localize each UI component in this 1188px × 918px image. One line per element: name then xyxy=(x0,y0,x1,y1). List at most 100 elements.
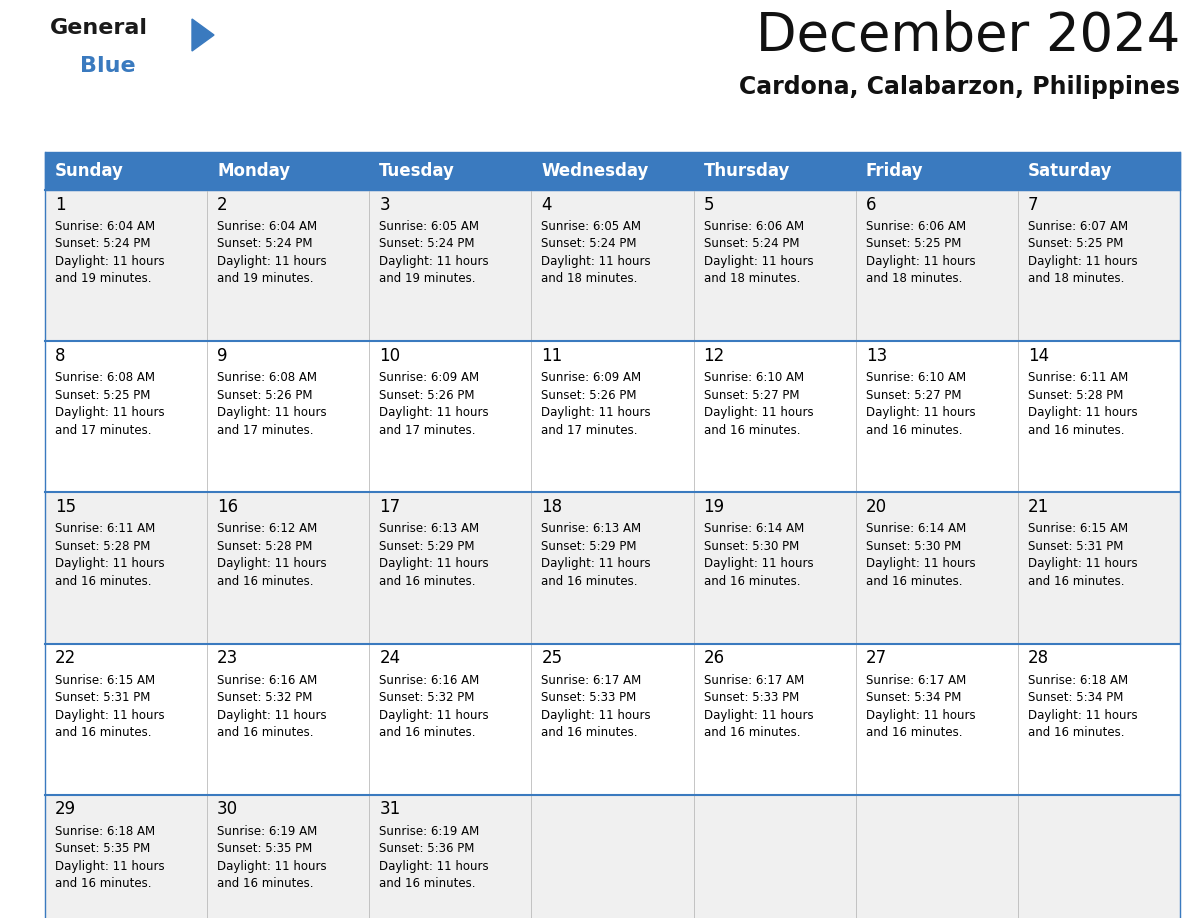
Text: and 16 minutes.: and 16 minutes. xyxy=(217,878,314,890)
Text: Sunset: 5:28 PM: Sunset: 5:28 PM xyxy=(1028,388,1123,402)
Text: and 19 minutes.: and 19 minutes. xyxy=(379,273,475,285)
Text: Sunrise: 6:14 AM: Sunrise: 6:14 AM xyxy=(866,522,966,535)
Text: Sunset: 5:25 PM: Sunset: 5:25 PM xyxy=(55,388,151,402)
Text: Sunset: 5:25 PM: Sunset: 5:25 PM xyxy=(866,238,961,251)
Text: Sunset: 5:34 PM: Sunset: 5:34 PM xyxy=(1028,691,1123,704)
Text: 16: 16 xyxy=(217,498,239,516)
Text: and 16 minutes.: and 16 minutes. xyxy=(55,878,152,890)
Text: 7: 7 xyxy=(1028,196,1038,214)
Text: Sunset: 5:30 PM: Sunset: 5:30 PM xyxy=(866,540,961,553)
Text: Blue: Blue xyxy=(80,56,135,76)
Text: Daylight: 11 hours: Daylight: 11 hours xyxy=(379,557,489,570)
Text: Sunrise: 6:10 AM: Sunrise: 6:10 AM xyxy=(866,371,966,385)
Text: 3: 3 xyxy=(379,196,390,214)
Text: Daylight: 11 hours: Daylight: 11 hours xyxy=(379,255,489,268)
Text: 1: 1 xyxy=(55,196,65,214)
Text: 23: 23 xyxy=(217,649,239,667)
Text: Sunset: 5:29 PM: Sunset: 5:29 PM xyxy=(542,540,637,553)
Text: and 18 minutes.: and 18 minutes. xyxy=(542,273,638,285)
Text: and 18 minutes.: and 18 minutes. xyxy=(1028,273,1124,285)
Text: Sunrise: 6:16 AM: Sunrise: 6:16 AM xyxy=(379,674,480,687)
Text: Sunset: 5:30 PM: Sunset: 5:30 PM xyxy=(703,540,798,553)
Text: 6: 6 xyxy=(866,196,877,214)
Text: Sunrise: 6:06 AM: Sunrise: 6:06 AM xyxy=(866,220,966,233)
Text: and 18 minutes.: and 18 minutes. xyxy=(703,273,800,285)
Text: 20: 20 xyxy=(866,498,886,516)
Text: and 17 minutes.: and 17 minutes. xyxy=(55,424,152,437)
Bar xyxy=(45,190,1180,341)
Text: and 16 minutes.: and 16 minutes. xyxy=(379,726,475,739)
Text: Sunset: 5:25 PM: Sunset: 5:25 PM xyxy=(1028,238,1123,251)
Text: Daylight: 11 hours: Daylight: 11 hours xyxy=(55,709,165,722)
Text: Daylight: 11 hours: Daylight: 11 hours xyxy=(866,709,975,722)
Text: Sunrise: 6:13 AM: Sunrise: 6:13 AM xyxy=(379,522,480,535)
Text: Sunrise: 6:15 AM: Sunrise: 6:15 AM xyxy=(55,674,156,687)
Text: Daylight: 11 hours: Daylight: 11 hours xyxy=(703,255,814,268)
Text: Daylight: 11 hours: Daylight: 11 hours xyxy=(542,709,651,722)
Text: Daylight: 11 hours: Daylight: 11 hours xyxy=(1028,406,1137,420)
Text: and 16 minutes.: and 16 minutes. xyxy=(1028,575,1124,588)
Text: 21: 21 xyxy=(1028,498,1049,516)
Text: and 16 minutes.: and 16 minutes. xyxy=(55,726,152,739)
Text: 26: 26 xyxy=(703,649,725,667)
Text: Sunset: 5:35 PM: Sunset: 5:35 PM xyxy=(217,843,312,856)
Text: General: General xyxy=(50,18,148,38)
Text: and 16 minutes.: and 16 minutes. xyxy=(55,575,152,588)
Text: and 17 minutes.: and 17 minutes. xyxy=(379,424,475,437)
Text: Sunday: Sunday xyxy=(55,162,124,180)
Text: Daylight: 11 hours: Daylight: 11 hours xyxy=(542,255,651,268)
Text: Sunset: 5:24 PM: Sunset: 5:24 PM xyxy=(703,238,800,251)
Text: Sunrise: 6:05 AM: Sunrise: 6:05 AM xyxy=(379,220,479,233)
Text: Thursday: Thursday xyxy=(703,162,790,180)
Text: Friday: Friday xyxy=(866,162,923,180)
Text: Sunrise: 6:09 AM: Sunrise: 6:09 AM xyxy=(542,371,642,385)
Text: 12: 12 xyxy=(703,347,725,364)
Text: and 16 minutes.: and 16 minutes. xyxy=(866,726,962,739)
Text: 13: 13 xyxy=(866,347,887,364)
Text: Daylight: 11 hours: Daylight: 11 hours xyxy=(55,406,165,420)
Text: Sunset: 5:26 PM: Sunset: 5:26 PM xyxy=(542,388,637,402)
Text: Daylight: 11 hours: Daylight: 11 hours xyxy=(866,557,975,570)
Text: and 16 minutes.: and 16 minutes. xyxy=(217,726,314,739)
Text: Sunrise: 6:08 AM: Sunrise: 6:08 AM xyxy=(55,371,154,385)
Text: Sunrise: 6:17 AM: Sunrise: 6:17 AM xyxy=(542,674,642,687)
Text: Sunrise: 6:17 AM: Sunrise: 6:17 AM xyxy=(866,674,966,687)
Text: Daylight: 11 hours: Daylight: 11 hours xyxy=(217,255,327,268)
Bar xyxy=(45,341,1180,492)
Text: Sunset: 5:24 PM: Sunset: 5:24 PM xyxy=(379,238,475,251)
Text: 8: 8 xyxy=(55,347,65,364)
Text: Daylight: 11 hours: Daylight: 11 hours xyxy=(217,406,327,420)
Text: 14: 14 xyxy=(1028,347,1049,364)
Text: Sunrise: 6:06 AM: Sunrise: 6:06 AM xyxy=(703,220,804,233)
Text: and 19 minutes.: and 19 minutes. xyxy=(55,273,152,285)
Text: 15: 15 xyxy=(55,498,76,516)
Text: Sunrise: 6:16 AM: Sunrise: 6:16 AM xyxy=(217,674,317,687)
Bar xyxy=(45,644,1180,795)
Text: Sunrise: 6:10 AM: Sunrise: 6:10 AM xyxy=(703,371,804,385)
Text: Daylight: 11 hours: Daylight: 11 hours xyxy=(217,860,327,873)
Text: Daylight: 11 hours: Daylight: 11 hours xyxy=(55,557,165,570)
Text: 24: 24 xyxy=(379,649,400,667)
Text: and 16 minutes.: and 16 minutes. xyxy=(703,575,800,588)
Text: 17: 17 xyxy=(379,498,400,516)
Text: Sunrise: 6:17 AM: Sunrise: 6:17 AM xyxy=(703,674,804,687)
Text: and 16 minutes.: and 16 minutes. xyxy=(379,878,475,890)
Text: Daylight: 11 hours: Daylight: 11 hours xyxy=(217,709,327,722)
Text: and 16 minutes.: and 16 minutes. xyxy=(866,424,962,437)
Text: Sunrise: 6:04 AM: Sunrise: 6:04 AM xyxy=(55,220,156,233)
Bar xyxy=(45,152,1180,190)
Text: Sunrise: 6:11 AM: Sunrise: 6:11 AM xyxy=(1028,371,1129,385)
Text: 30: 30 xyxy=(217,800,239,818)
Text: 22: 22 xyxy=(55,649,76,667)
Bar xyxy=(45,492,1180,644)
Text: and 17 minutes.: and 17 minutes. xyxy=(542,424,638,437)
Text: Sunset: 5:24 PM: Sunset: 5:24 PM xyxy=(542,238,637,251)
Text: 4: 4 xyxy=(542,196,552,214)
Text: and 16 minutes.: and 16 minutes. xyxy=(379,575,475,588)
Text: Sunrise: 6:08 AM: Sunrise: 6:08 AM xyxy=(217,371,317,385)
Text: Sunset: 5:26 PM: Sunset: 5:26 PM xyxy=(217,388,312,402)
Text: Daylight: 11 hours: Daylight: 11 hours xyxy=(379,860,489,873)
Text: Sunset: 5:32 PM: Sunset: 5:32 PM xyxy=(217,691,312,704)
Text: Daylight: 11 hours: Daylight: 11 hours xyxy=(866,255,975,268)
Polygon shape xyxy=(192,19,214,51)
